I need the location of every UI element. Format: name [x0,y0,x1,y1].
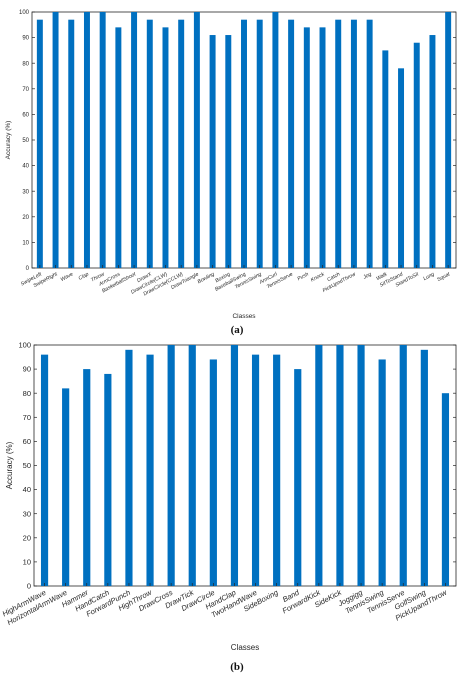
bar [378,359,386,586]
bar [315,345,323,586]
y-tick-label: 20 [22,215,29,221]
bar [241,19,247,269]
bar [146,19,153,269]
bar [272,12,279,268]
bar [441,393,450,586]
bar [357,345,365,586]
y-tick-label: 10 [22,241,29,247]
y-tick-label: 60 [23,437,31,446]
category-label: Push [296,271,309,282]
bar [230,345,239,586]
bar [413,42,420,268]
bar [62,388,70,586]
bar [251,354,260,586]
category-label: Bowling [197,271,216,285]
bar [131,12,138,268]
bar [350,19,357,269]
bar [398,68,405,268]
bar [319,27,326,268]
bar [303,27,310,268]
bar [125,349,133,586]
x-axis-label: Classes [231,643,259,652]
y-tick-label: 30 [23,509,31,518]
panel-label-a: (a) [230,324,244,336]
category-label: Knock [310,271,326,283]
category-label: Wave [60,271,75,283]
panel-label-b: (b) [230,661,244,673]
y-axis-label: Accuracy (%) [5,121,12,160]
bar [193,12,200,268]
y-tick-label: 50 [23,461,31,470]
bar [83,369,91,586]
bar [429,35,436,268]
bar [178,19,185,269]
x-axis-label: Classes [232,313,256,320]
bar [115,27,122,268]
bar [445,12,452,268]
y-tick-label: 40 [22,164,29,170]
plot-frame [33,344,457,587]
y-tick-label: 100 [18,341,31,350]
bar [256,19,263,269]
y-tick-label: 80 [23,389,31,398]
bar [188,345,196,586]
bar [162,27,169,268]
category-label: Jog [361,271,372,281]
y-tick-label: 70 [23,413,31,422]
category-label: Clap [78,271,90,281]
y-tick-label: 100 [19,10,30,16]
bar [335,19,342,269]
bar [273,354,281,586]
bar [52,12,59,268]
y-tick-label: 80 [22,61,29,67]
y-tick-label: 0 [26,266,30,272]
y-tick-label: 40 [23,485,31,494]
y-tick-label: 0 [27,582,31,591]
bar [40,354,49,586]
bar [382,50,389,269]
bar [225,35,232,268]
y-tick-label: 90 [23,365,31,374]
chart-a: 0102030405060708090100SwipeLeftSwipeRigh… [5,10,457,320]
bar [209,35,216,268]
y-tick-label: 30 [22,189,29,195]
y-tick-label: 60 [22,113,29,119]
category-label: Catch [326,271,341,283]
bar [399,345,407,586]
bar [420,349,428,586]
y-tick-label: 90 [22,36,29,42]
bar [167,345,175,586]
bar [83,12,90,268]
y-axis-label: Accuracy (%) [5,441,14,489]
y-tick-label: 10 [23,558,31,567]
bar [209,359,217,586]
bar [146,354,154,586]
y-tick-label: 70 [22,87,29,93]
bar [36,19,43,269]
chart-b: 0102030405060708090100HighArmWaveHorizon… [1,341,457,652]
bar [68,19,75,269]
bar [294,369,302,586]
category-label: Walk [375,271,388,282]
bar [288,19,295,269]
category-label: Squat [436,271,451,283]
bar [104,373,112,586]
bar [336,345,344,586]
bar [99,12,106,268]
y-tick-label: 50 [22,138,29,144]
category-label: Lung [422,271,435,282]
bar [366,19,373,269]
y-tick-label: 20 [23,533,31,542]
